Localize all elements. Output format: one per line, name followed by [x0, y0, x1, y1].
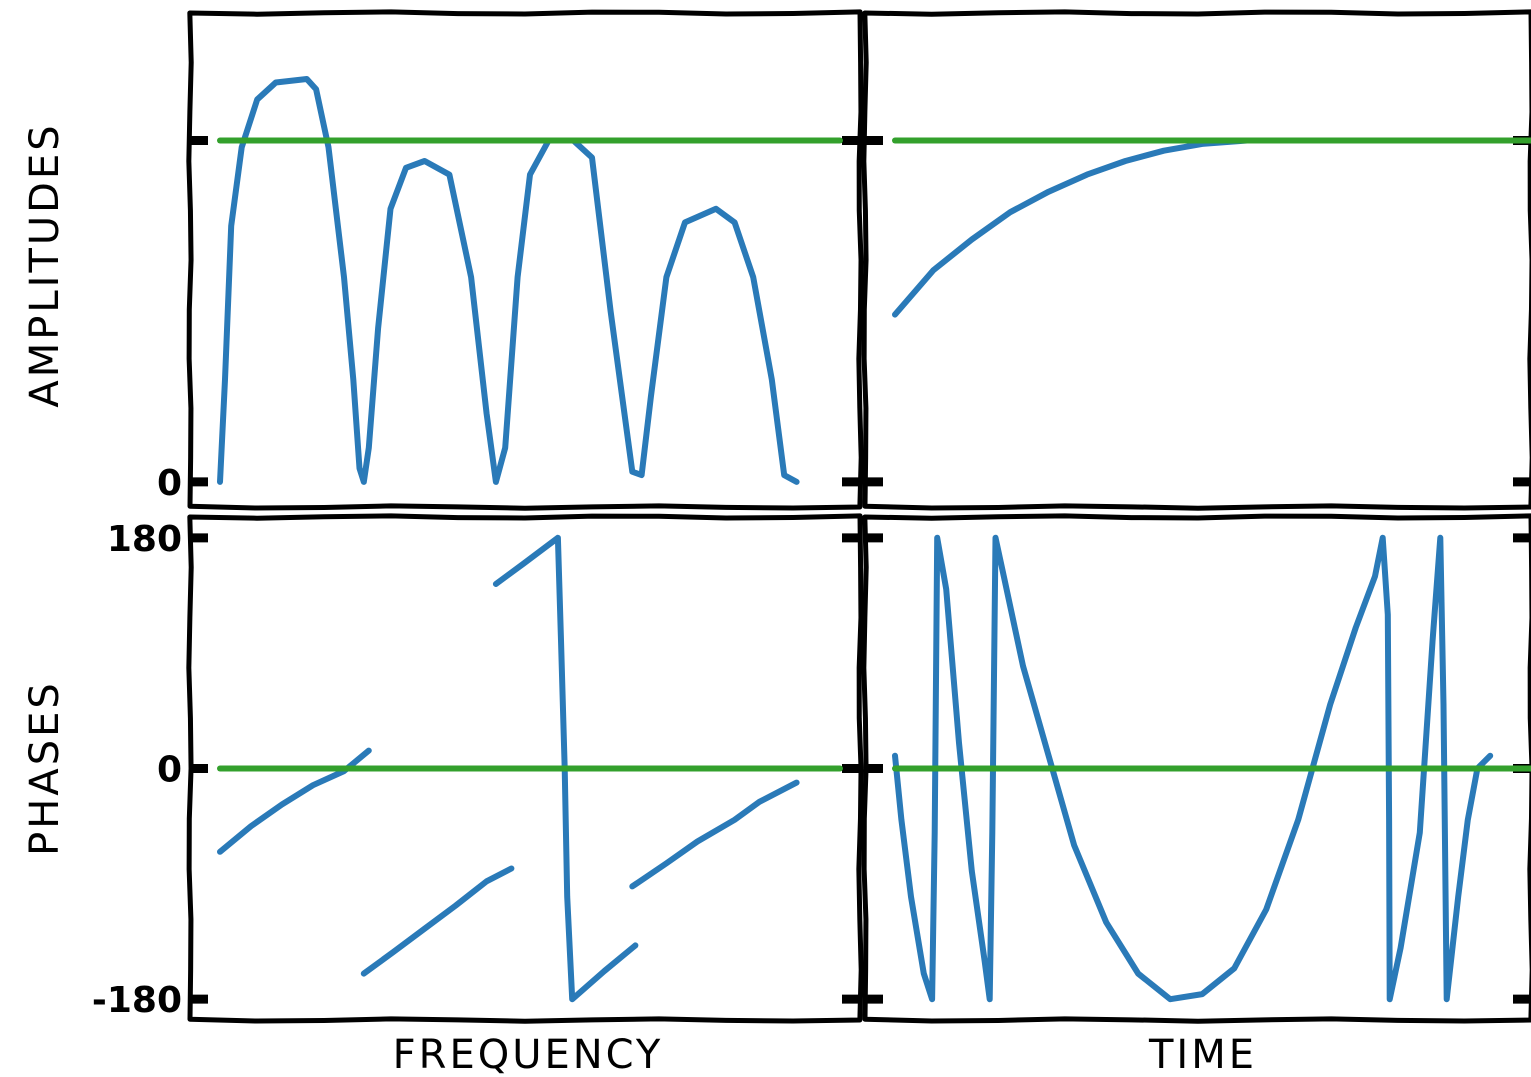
x-axis-title-frequency: FREQUENCY — [393, 1032, 664, 1077]
frame-phase-freq — [186, 513, 864, 1024]
panel-amp-freq: 0 — [157, 9, 864, 511]
y-tick-label: 0 — [157, 463, 182, 504]
y-tick-label: -180 — [92, 980, 182, 1021]
panel-phase-freq: -180 0 180 — [92, 513, 864, 1024]
frame-amp-freq — [186, 9, 864, 511]
series-line-response — [892, 534, 1494, 1003]
y-tick-label: 180 — [107, 519, 182, 560]
series-line-response — [217, 76, 800, 485]
y-tick-label: 0 — [157, 750, 182, 791]
frame-amp-time — [861, 9, 1531, 511]
series-line-response — [892, 137, 1250, 318]
series-line-response — [360, 865, 515, 977]
y-axis-title-amplitudes: AMPLITUDES — [22, 122, 68, 407]
series-line-response — [629, 779, 800, 890]
panel-amp-time — [861, 9, 1531, 511]
panels-group: 0 -180 0 180 — [92, 9, 1531, 1024]
y-axis-title-phases: PHASES — [22, 680, 68, 856]
panel-phase-time — [861, 513, 1531, 1024]
x-axis-title-time: TIME — [1148, 1032, 1257, 1077]
